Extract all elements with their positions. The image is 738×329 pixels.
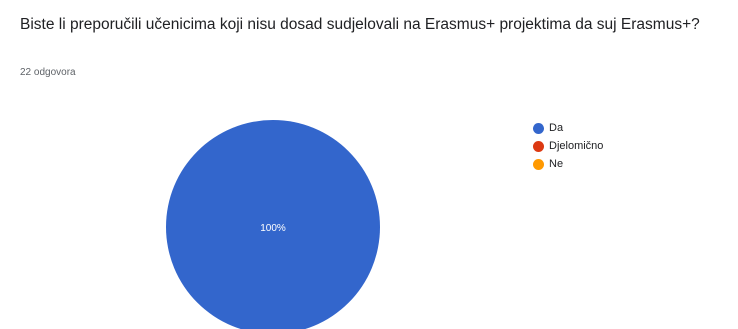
legend-item: Djelomično (533, 139, 603, 154)
pie-slice-da (166, 120, 380, 329)
pie-data-label: 100% (260, 223, 286, 234)
question-title: Biste li preporučili učenicima koji nisu… (20, 16, 700, 33)
pie-chart: 100% (166, 120, 380, 329)
legend-label: Da (549, 122, 564, 134)
legend-label: Ne (549, 158, 564, 170)
legend-item: Ne (533, 157, 603, 172)
legend-swatch (533, 123, 544, 134)
legend-item: Da (533, 121, 603, 136)
response-count: 22 odgovora (20, 67, 76, 78)
legend-swatch (533, 141, 544, 152)
legend-swatch (533, 159, 544, 170)
legend-label: Djelomično (549, 140, 604, 152)
chart-legend: Da Djelomično Ne (533, 121, 603, 175)
